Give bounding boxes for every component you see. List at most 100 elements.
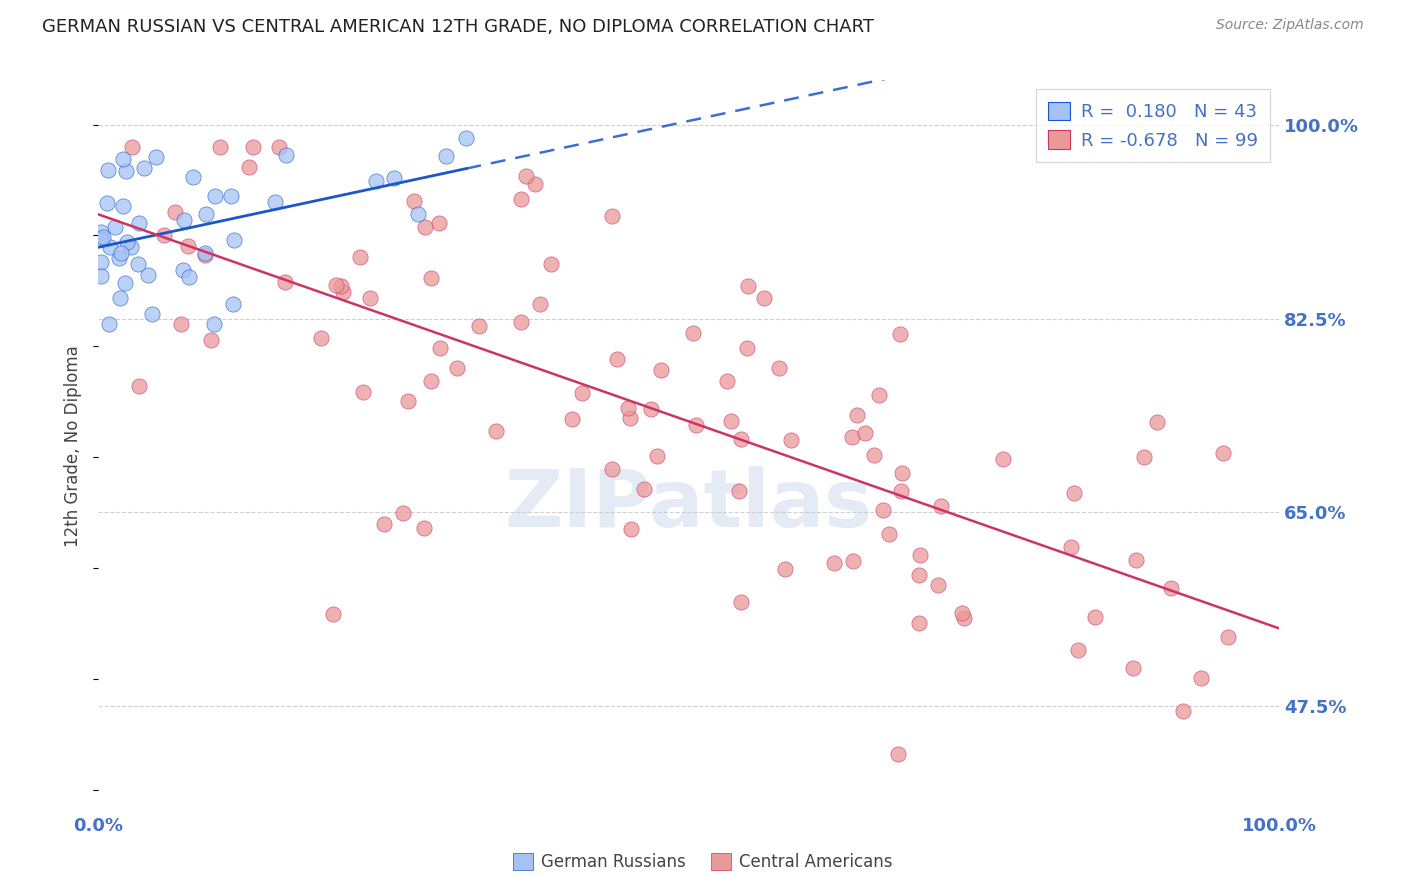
Point bbox=[90, 226, 112, 240]
Point bbox=[325, 277, 347, 292]
Point bbox=[373, 517, 395, 532]
Point bbox=[366, 173, 388, 187]
Point bbox=[510, 315, 533, 329]
Point bbox=[730, 595, 752, 609]
Y-axis label: 12th Grade, No Diploma: 12th Grade, No Diploma bbox=[65, 345, 83, 547]
Point bbox=[773, 562, 796, 576]
Point bbox=[768, 361, 790, 376]
Legend: R =  0.180   N = 43, R = -0.678   N = 99: R = 0.180 N = 43, R = -0.678 N = 99 bbox=[1036, 89, 1271, 162]
Point bbox=[515, 169, 537, 183]
Point bbox=[735, 341, 758, 355]
Point bbox=[617, 401, 640, 415]
Point bbox=[121, 140, 143, 154]
Point bbox=[332, 285, 354, 300]
Point bbox=[404, 194, 426, 209]
Point bbox=[108, 251, 131, 265]
Point bbox=[1218, 630, 1240, 644]
Point bbox=[872, 503, 894, 517]
Point bbox=[927, 577, 949, 591]
Point bbox=[238, 160, 260, 174]
Point bbox=[392, 506, 415, 520]
Point bbox=[571, 386, 593, 401]
Text: GERMAN RUSSIAN VS CENTRAL AMERICAN 12TH GRADE, NO DIPLOMA CORRELATION CHART: GERMAN RUSSIAN VS CENTRAL AMERICAN 12TH … bbox=[42, 18, 875, 36]
Point bbox=[359, 291, 381, 305]
Point bbox=[908, 548, 931, 562]
Point bbox=[413, 521, 436, 535]
Point bbox=[887, 747, 910, 762]
Point bbox=[953, 611, 976, 625]
Point bbox=[1160, 582, 1182, 596]
Point bbox=[104, 220, 127, 235]
Point bbox=[222, 297, 245, 311]
Point bbox=[561, 411, 583, 425]
Text: ZIPatlas: ZIPatlas bbox=[505, 466, 873, 543]
Point bbox=[1212, 446, 1234, 460]
Point bbox=[606, 351, 628, 366]
Point bbox=[202, 317, 225, 331]
Point bbox=[600, 462, 623, 476]
Legend: German Russians, Central Americans: German Russians, Central Americans bbox=[505, 845, 901, 880]
Point bbox=[98, 317, 121, 331]
Point bbox=[633, 482, 655, 496]
Point bbox=[619, 411, 641, 425]
Point bbox=[170, 317, 193, 331]
Point bbox=[269, 140, 291, 154]
Point bbox=[540, 257, 562, 271]
Point bbox=[468, 318, 491, 333]
Point bbox=[419, 271, 441, 285]
Point bbox=[222, 233, 245, 247]
Point bbox=[877, 527, 900, 541]
Point bbox=[647, 449, 669, 463]
Point bbox=[194, 206, 217, 220]
Point bbox=[120, 240, 142, 254]
Point bbox=[194, 248, 217, 262]
Point bbox=[841, 430, 863, 444]
Point bbox=[1084, 610, 1107, 624]
Point bbox=[991, 451, 1014, 466]
Point bbox=[823, 557, 845, 571]
Point bbox=[890, 484, 912, 499]
Point bbox=[640, 402, 662, 417]
Point bbox=[132, 161, 155, 175]
Point bbox=[136, 268, 159, 282]
Point bbox=[446, 361, 468, 376]
Point bbox=[181, 170, 204, 185]
Point bbox=[1059, 540, 1081, 554]
Point bbox=[1125, 552, 1147, 566]
Point bbox=[172, 262, 194, 277]
Point bbox=[523, 177, 546, 191]
Point bbox=[842, 554, 865, 568]
Point bbox=[141, 307, 163, 321]
Text: Source: ZipAtlas.com: Source: ZipAtlas.com bbox=[1216, 18, 1364, 32]
Point bbox=[737, 278, 759, 293]
Point bbox=[108, 291, 131, 305]
Point bbox=[727, 484, 749, 499]
Point bbox=[110, 245, 132, 260]
Point bbox=[908, 615, 931, 630]
Point bbox=[90, 254, 112, 268]
Point bbox=[219, 189, 242, 203]
Point bbox=[242, 140, 264, 154]
Point bbox=[1122, 661, 1144, 675]
Point bbox=[716, 375, 738, 389]
Point bbox=[177, 269, 200, 284]
Point bbox=[329, 279, 352, 293]
Point bbox=[485, 425, 508, 439]
Point bbox=[406, 207, 429, 221]
Point bbox=[1189, 671, 1212, 685]
Point bbox=[322, 607, 344, 621]
Point bbox=[152, 228, 174, 243]
Point bbox=[396, 394, 419, 409]
Point bbox=[353, 385, 375, 400]
Point bbox=[204, 189, 226, 203]
Point bbox=[128, 379, 150, 393]
Point bbox=[429, 342, 451, 356]
Point bbox=[276, 148, 298, 162]
Point bbox=[907, 568, 929, 582]
Point bbox=[349, 250, 371, 264]
Point bbox=[97, 162, 120, 177]
Point bbox=[165, 204, 187, 219]
Point bbox=[112, 152, 135, 166]
Point bbox=[862, 448, 884, 462]
Point bbox=[177, 239, 200, 253]
